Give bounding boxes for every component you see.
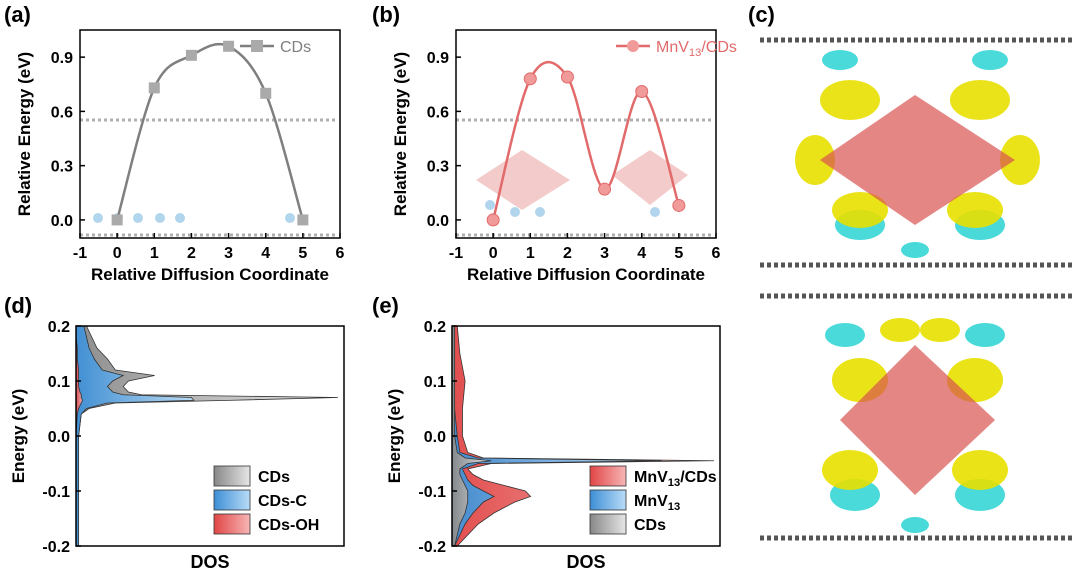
data-point xyxy=(185,49,197,61)
x-tick-label: 0 xyxy=(489,245,498,262)
chart-a-energy-profile: -1 0 1 2 3 4 5 6 0.0 0.3 0.6 0.9 Relative Diffusion … xyxy=(15,29,345,284)
x-axis-label: Relative Diffusion Coordinate xyxy=(467,265,705,284)
x-tick-label: 5 xyxy=(298,245,307,262)
legend-swatch xyxy=(213,489,251,511)
series-line-b xyxy=(491,60,681,221)
x-tick-label: 1 xyxy=(526,245,535,262)
x-tick-label: -1 xyxy=(449,245,463,262)
y-tick-label: 0.6 xyxy=(51,104,73,121)
panel-label-d: (d) xyxy=(4,293,32,318)
data-point xyxy=(486,213,500,227)
y-tick-label: 0.2 xyxy=(48,319,70,336)
y-axis-label: Relative Energy (eV) xyxy=(391,52,410,216)
y-tick-label: 0.6 xyxy=(427,104,449,121)
x-tick-label: 4 xyxy=(261,245,270,262)
data-point xyxy=(111,214,123,226)
y-tick-label: -0.2 xyxy=(418,539,446,556)
chart-e-dos: -0.2 -0.1 0.0 0.1 0.2 DOS Energy (eV) MnV13/CDs… xyxy=(385,319,721,572)
x-tick-label: 2 xyxy=(563,245,572,262)
x-axis-label: DOS xyxy=(190,552,229,572)
legend-swatch xyxy=(213,513,251,535)
y-tick-label: -0.2 xyxy=(42,539,70,556)
plot-frame xyxy=(79,29,341,239)
plot-frame xyxy=(75,325,345,547)
y-tick-label: 0.2 xyxy=(424,319,446,336)
y-axis-label: Energy (eV) xyxy=(9,389,28,483)
y-axis-label: Relative Energy (eV) xyxy=(15,52,34,216)
graphene-layer xyxy=(760,37,1075,541)
dos-area xyxy=(451,325,715,547)
y-tick-label: -0.1 xyxy=(42,484,70,501)
data-point xyxy=(297,214,309,226)
y-tick-label: 0.0 xyxy=(51,213,73,230)
legend-label: CDs-C xyxy=(258,493,307,510)
x-tick-label: 0 xyxy=(113,245,122,262)
x-tick-label: 2 xyxy=(187,245,196,262)
y-tick-label: 0.0 xyxy=(427,213,449,230)
polyhedra xyxy=(820,95,1015,495)
dos-area xyxy=(451,325,492,547)
y-tick-label: 0.9 xyxy=(427,50,449,67)
legend-marker xyxy=(251,40,263,52)
x-tick-label: -1 xyxy=(73,245,87,262)
y-tick-label: 0.3 xyxy=(427,159,449,176)
data-point xyxy=(223,40,235,52)
y-tick-label: -0.1 xyxy=(418,484,446,501)
panel-label-e: (e) xyxy=(372,293,399,318)
data-point xyxy=(635,84,649,98)
y-tick-label: 0.1 xyxy=(424,374,446,391)
dos-area xyxy=(75,325,195,547)
legend-label: CDs xyxy=(634,517,666,534)
legend-label: CDs-OH xyxy=(258,517,319,534)
legend-label: MnV13/CDs xyxy=(656,39,737,59)
dos-area xyxy=(75,325,339,547)
plot-frame xyxy=(455,29,717,239)
chart-d-dos: -0.2 -0.1 0.0 0.1 0.2 DOS Energy (eV) CDs CDs-C C… xyxy=(9,319,345,572)
legend-label: MnV13/CDs xyxy=(634,469,717,489)
legend-swatch xyxy=(589,489,627,511)
legend-label: CDs xyxy=(280,39,311,56)
legend-swatch xyxy=(589,465,627,487)
panel-label-a: (a) xyxy=(4,2,31,27)
legend-swatch xyxy=(213,465,251,487)
data-point xyxy=(672,198,686,212)
data-point xyxy=(598,182,612,196)
y-tick-label: 0.9 xyxy=(51,50,73,67)
legend-marker xyxy=(627,40,639,52)
legend-swatch xyxy=(589,513,627,535)
yellow-lobes xyxy=(795,80,1040,490)
data-point xyxy=(560,70,574,84)
data-point xyxy=(260,87,272,99)
x-axis-label: DOS xyxy=(566,552,605,572)
legend-label: MnV13 xyxy=(634,493,680,513)
panel-label-b: (b) xyxy=(372,2,400,27)
y-axis-label: Energy (eV) xyxy=(385,389,404,483)
x-tick-label: 3 xyxy=(224,245,233,262)
data-point xyxy=(523,72,537,86)
x-tick-label: 3 xyxy=(600,245,609,262)
data-point xyxy=(148,82,160,94)
chart-b-energy-profile: -1 0 1 2 3 4 5 6 0.0 0.3 0.6 0.9 Relative Diffusion … xyxy=(391,29,737,284)
x-axis-label: Relative Diffusion Coordinate xyxy=(91,265,329,284)
y-tick-label: 0.1 xyxy=(48,374,70,391)
panel-label-c: (c) xyxy=(748,2,775,27)
x-tick-label: 5 xyxy=(674,245,683,262)
y-tick-label: 0.0 xyxy=(48,429,70,446)
x-tick-label: 6 xyxy=(712,245,721,262)
x-tick-label: 1 xyxy=(150,245,159,262)
series-line-a xyxy=(115,42,305,221)
x-tick-label: 4 xyxy=(637,245,646,262)
x-tick-label: 6 xyxy=(336,245,345,262)
y-tick-label: 0.3 xyxy=(51,159,73,176)
y-tick-label: 0.0 xyxy=(424,429,446,446)
legend-label: CDs xyxy=(258,469,290,486)
charge-density-illustration xyxy=(752,30,1078,550)
